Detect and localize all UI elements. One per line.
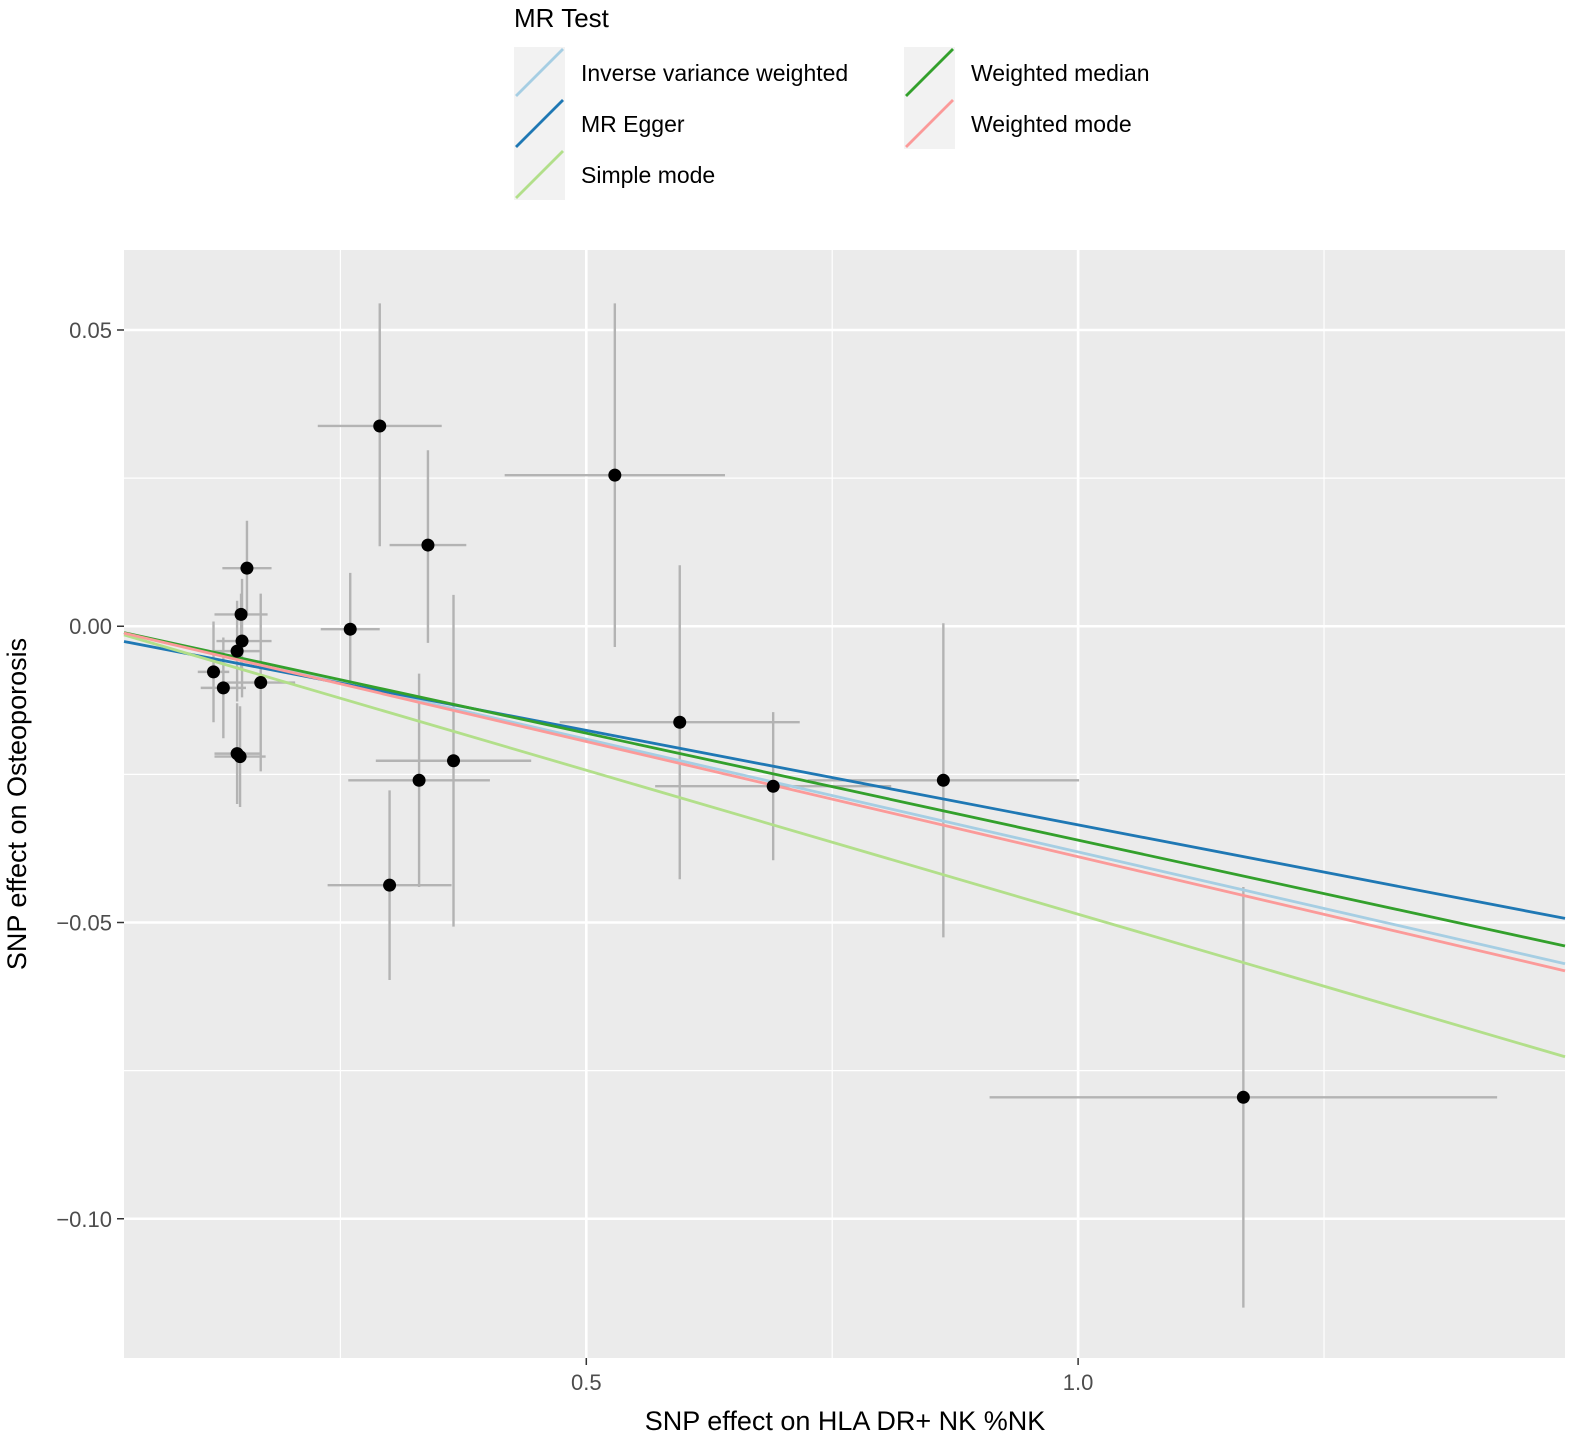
x-tick-label: 1.0 [1063, 1370, 1094, 1395]
data-point [447, 754, 461, 768]
grid-minor [124, 250, 1565, 1358]
y-tick-label: 0.00 [69, 614, 112, 639]
legend-key-line [905, 99, 954, 148]
x-axis: 0.5 1.0 [571, 1358, 1093, 1395]
y-tick-label: 0.05 [69, 318, 112, 343]
line-mr-egger [123, 640, 1566, 920]
data-point [343, 622, 357, 636]
data-point [1236, 1090, 1250, 1104]
data-point [234, 607, 248, 621]
legend-item-weighted-median: Weighted median [904, 47, 1150, 98]
line-weighted-median [123, 631, 1566, 948]
data-point [421, 538, 435, 552]
legend-label: MR Egger [581, 111, 685, 137]
data-point [240, 561, 254, 575]
y-tick-label: −0.10 [56, 1207, 112, 1232]
data-point [412, 773, 426, 787]
data-point [233, 750, 247, 764]
legend-key-line [515, 99, 564, 148]
data-point [373, 419, 387, 433]
data-point [207, 665, 221, 679]
data-point [608, 468, 622, 482]
data-point [235, 634, 249, 648]
data-point [254, 676, 268, 690]
legend: MR Test Inverse variance weighted MR Egge… [514, 3, 1150, 200]
data-point [936, 773, 950, 787]
legend-label: Simple mode [581, 162, 715, 188]
data-point [230, 644, 244, 658]
data-points [207, 419, 1250, 1104]
legend-key-line [515, 48, 564, 97]
data-point [216, 681, 230, 695]
legend-key-line [515, 150, 564, 199]
y-axis: 0.05 0.00 −0.05 −0.10 [56, 318, 124, 1232]
line-weighted-mode [123, 631, 1566, 973]
legend-label: Weighted mode [971, 111, 1132, 137]
x-tick-label: 0.5 [571, 1370, 602, 1395]
legend-items: Inverse variance weighted MR Egger Simple … [514, 47, 1150, 200]
legend-item-simple-mode: Simple mode [514, 149, 715, 200]
x-axis-label: SNP effect on HLA DR+ NK %NK [645, 1406, 1045, 1436]
grid-major [124, 250, 1565, 1358]
data-point [383, 878, 397, 892]
regression-lines [123, 631, 1566, 1059]
line-simple-mode [123, 633, 1566, 1059]
y-axis-label: SNP effect on Osteoporosis [2, 638, 32, 970]
legend-item-weighted-mode: Weighted mode [904, 98, 1132, 149]
legend-label: Weighted median [971, 60, 1150, 86]
legend-item-mr-egger: MR Egger [514, 98, 685, 149]
legend-item-inverse-variance-weighted: Inverse variance weighted [514, 47, 848, 98]
data-point [766, 779, 780, 793]
legend-label: Inverse variance weighted [581, 60, 848, 86]
plot-panel [124, 250, 1565, 1358]
legend-key-line [905, 48, 954, 97]
y-tick-label: −0.05 [56, 911, 112, 936]
legend-title: MR Test [514, 3, 610, 33]
data-point [673, 715, 687, 729]
